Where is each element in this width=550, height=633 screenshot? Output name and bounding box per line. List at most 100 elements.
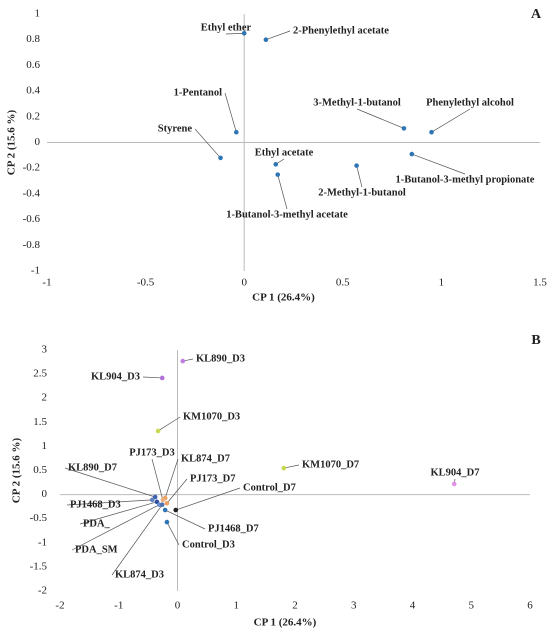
leader-line: [164, 458, 179, 499]
point-label: 1-Pentanol: [174, 87, 222, 98]
y-tick-label: 0.4: [26, 85, 40, 97]
point-label: KL890_D3: [196, 353, 245, 364]
point: [159, 502, 165, 508]
y-tick-label: 2.5: [33, 368, 47, 380]
leader-line: [165, 509, 206, 530]
y-tick-label: 1.5: [33, 416, 47, 428]
point: [354, 163, 359, 168]
point: [164, 500, 170, 506]
y-tick-label: -0.6: [23, 213, 41, 225]
point-label: Phenylethyl alcohol: [426, 97, 514, 108]
point-label: Ethyl acetate: [255, 147, 314, 158]
point-label: KL904_D3: [91, 371, 140, 382]
leader-line: [71, 504, 160, 551]
point: [275, 172, 281, 177]
x-tick-label: 1.5: [533, 277, 547, 289]
point-label: KL874_D7: [181, 453, 230, 464]
point-label: PJ173_D3: [129, 447, 175, 458]
y-axis-title: CP 2 (15.6 %): [6, 109, 18, 175]
x-axis-title: CP 1 (26.4%): [252, 292, 315, 304]
leader-line: [225, 32, 245, 35]
point: [273, 162, 279, 167]
point-label: PJ1468_D3: [70, 499, 121, 510]
point: [429, 129, 434, 135]
point: [164, 519, 170, 525]
x-tick-label: -1: [42, 277, 51, 289]
point: [173, 507, 179, 513]
y-tick-label: -1: [31, 265, 40, 277]
y-tick-label: -0.2: [23, 162, 40, 174]
y-tick-label: -0.8: [23, 239, 41, 251]
point: [451, 481, 457, 487]
y-tick-label: 0.5: [33, 464, 47, 476]
point: [263, 37, 269, 42]
point-label: KL874_D3: [115, 569, 164, 580]
x-tick-label: -0.5: [137, 277, 155, 289]
point: [152, 494, 158, 500]
point: [149, 497, 155, 503]
point-label: 2-Methyl-1-butanol: [318, 187, 406, 198]
point: [401, 126, 407, 131]
x-tick-label: -2: [55, 600, 64, 612]
point-label: Styrene: [158, 123, 193, 134]
panel-label: B: [531, 333, 540, 348]
point: [159, 375, 165, 381]
point-label: PDA_: [83, 518, 111, 529]
point-label: KL904_D7: [430, 467, 479, 478]
leader-line: [111, 504, 163, 576]
y-tick-label: 0.8: [26, 33, 40, 45]
x-tick-label: 1: [439, 277, 445, 289]
y-tick-label: -1: [38, 536, 47, 548]
point-label: 2-Phenylethyl acetate: [293, 25, 389, 36]
point-label: KL890_D7: [68, 462, 117, 473]
leader-line: [142, 376, 163, 379]
leader-line: [166, 478, 188, 504]
point-label: KM1070_D3: [183, 411, 240, 422]
leader-line: [277, 174, 288, 210]
point-label: 1-Butanol-3-methyl propionate: [396, 174, 535, 185]
y-tick-label: 3: [42, 344, 48, 356]
x-tick-label: 4: [410, 600, 416, 612]
point-label: Control_D7: [243, 482, 296, 493]
leader-line: [66, 499, 153, 506]
x-tick-label: 5: [469, 600, 475, 612]
leader-line: [356, 165, 363, 188]
y-tick-label: -0.4: [23, 187, 41, 199]
leader-line: [157, 416, 181, 432]
x-tick-label: 0: [175, 600, 181, 612]
point-label: 1-Butanol-3-methyl acetate: [226, 209, 348, 220]
leader-line: [283, 464, 300, 469]
point-label: KM1070_D7: [302, 459, 359, 470]
point-label: PDA_SM: [75, 544, 118, 555]
leader-line: [79, 501, 158, 525]
point: [162, 507, 168, 513]
point: [160, 497, 166, 503]
leader-line: [194, 128, 221, 159]
point: [218, 155, 223, 161]
leader-line: [166, 521, 180, 546]
leader-line: [64, 467, 156, 498]
y-axis-title: CP 2 (15.6 %): [11, 437, 23, 503]
y-tick-label: -1.5: [30, 560, 48, 572]
leader-line: [151, 458, 164, 500]
y-tick-label: 1: [42, 440, 48, 452]
leader-line: [175, 487, 241, 511]
point: [409, 151, 415, 157]
y-tick-label: 0: [35, 136, 41, 148]
point: [234, 129, 239, 135]
point-label: PJ1468_D7: [208, 523, 259, 534]
x-tick-label: -1: [114, 600, 123, 612]
panel-label: A: [531, 7, 542, 22]
x-tick-label: 0: [241, 277, 247, 289]
y-tick-label: 0: [42, 488, 48, 500]
leader-line: [411, 153, 466, 175]
point-label: PJ173_D7: [190, 473, 236, 484]
y-tick-label: 1: [35, 8, 41, 20]
y-tick-label: 2: [42, 392, 48, 404]
x-tick-label: 0.5: [336, 277, 350, 289]
point: [281, 465, 287, 471]
x-tick-label: 2: [292, 600, 298, 612]
point-label: Ethyl ether: [201, 22, 252, 33]
point: [241, 30, 247, 36]
x-tick-label: 3: [351, 600, 357, 612]
